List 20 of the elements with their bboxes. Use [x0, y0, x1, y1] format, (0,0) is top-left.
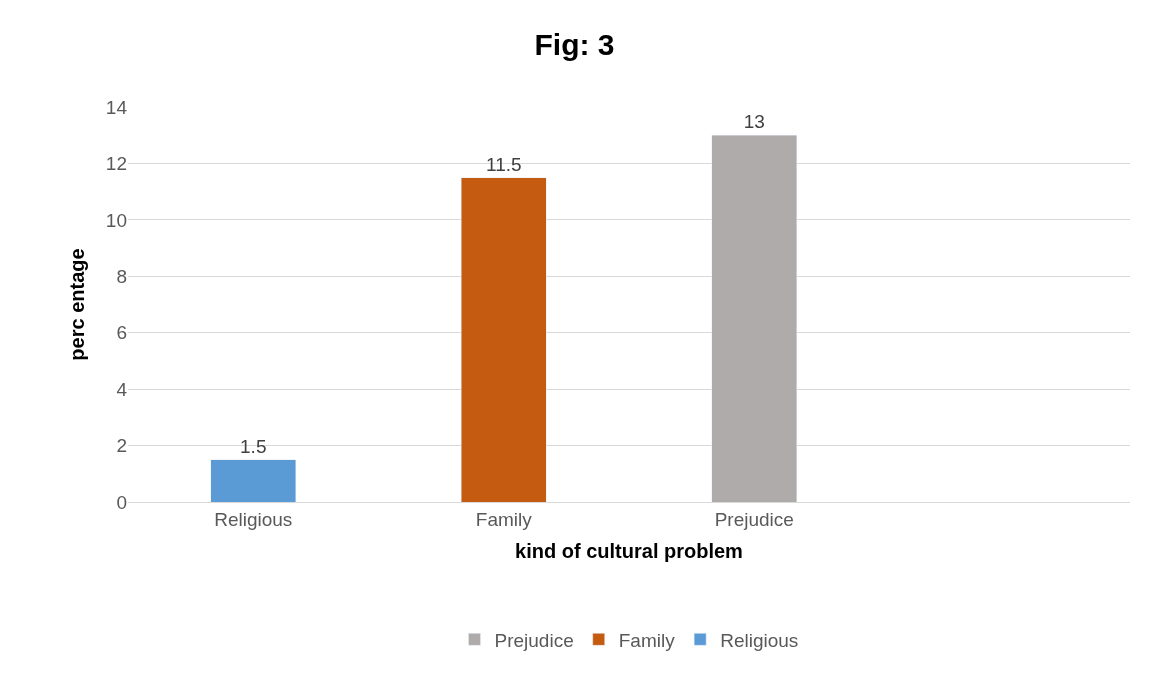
x-tick-label: Prejudice [714, 508, 794, 530]
legend-label: Religious [720, 629, 799, 651]
y-tick-label: 6 [116, 322, 127, 344]
chart-title: Fig: 3 [534, 27, 615, 61]
x-tick-label: Family [475, 508, 533, 530]
legend-label: Family [618, 629, 676, 651]
y-tick-label: 0 [116, 491, 127, 513]
y-tick-label: 2 [116, 435, 127, 457]
y-tick-label: 8 [116, 265, 127, 287]
x-axis-title: kind of cultural problem [515, 540, 743, 563]
y-tick-label: 4 [116, 378, 128, 400]
data-label: 1.5 [240, 435, 267, 457]
data-label: 13 [743, 111, 765, 133]
data-label: 11.5 [485, 153, 522, 175]
y-axis-title: perc entage [66, 248, 89, 361]
y-tick-label: 10 [105, 209, 127, 231]
y-tick-label: 12 [105, 153, 127, 175]
y-tick-label: 14 [105, 96, 128, 118]
legend-label: Prejudice [494, 629, 574, 651]
x-tick-label: Religious [214, 508, 293, 530]
